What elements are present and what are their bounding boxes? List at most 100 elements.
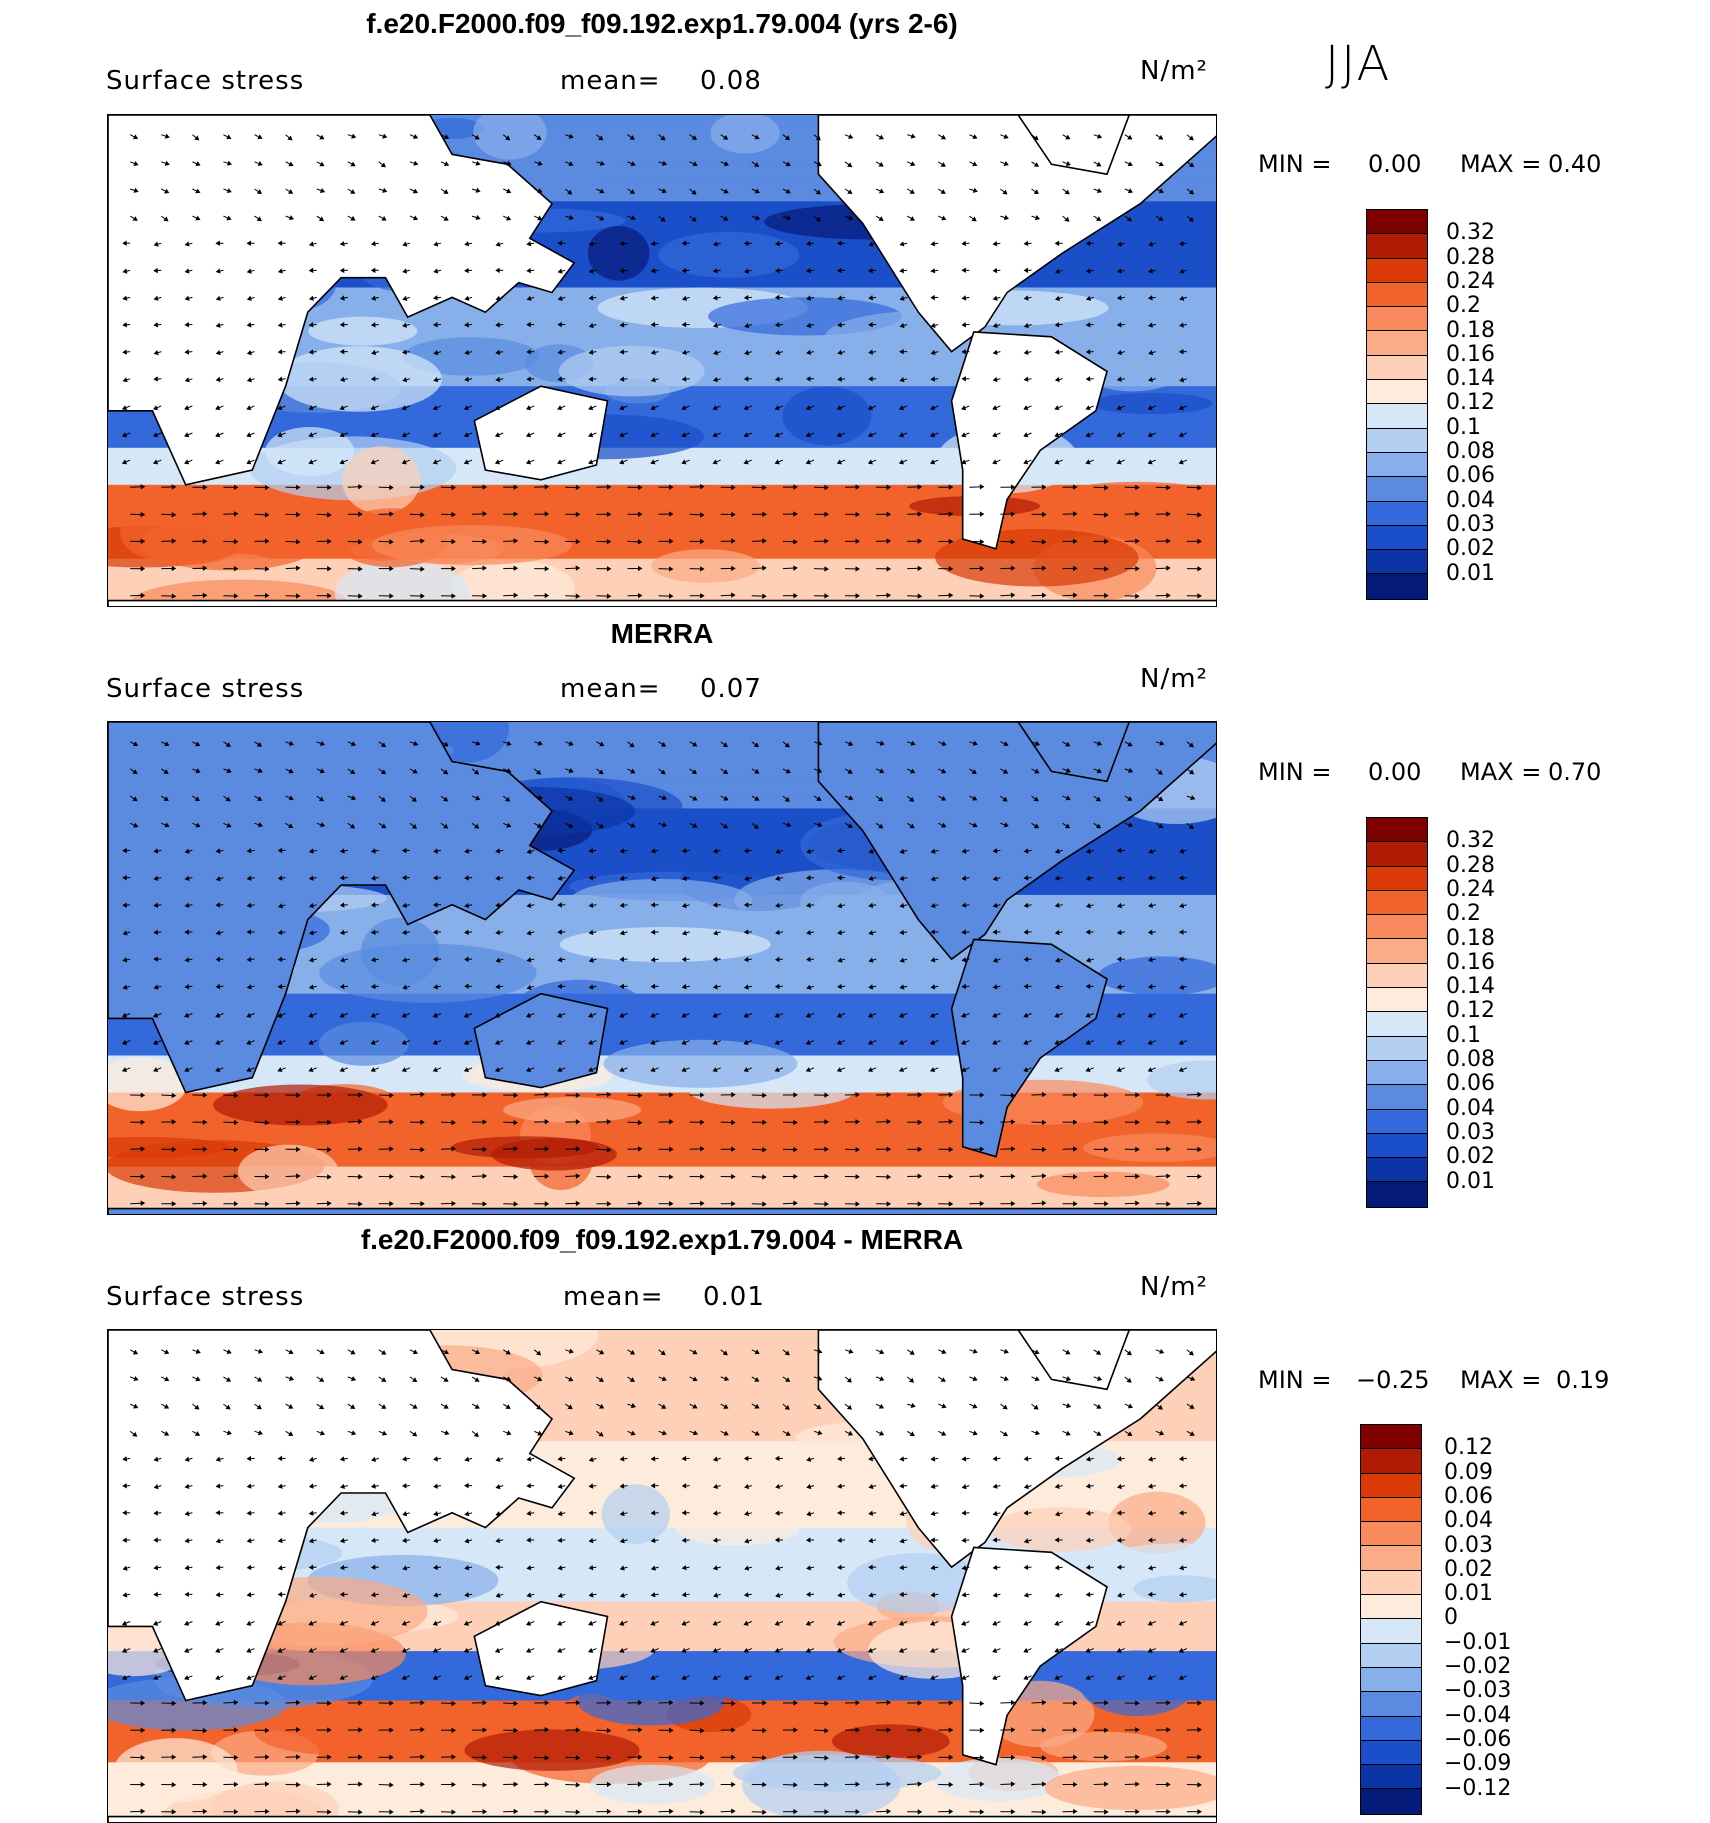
colorbar-tick-label: 0.12 [1446, 998, 1495, 1023]
field-patch [319, 1022, 409, 1066]
colorbar-tick-label: −0.04 [1444, 1703, 1511, 1728]
colorbar-swatch [1361, 1546, 1421, 1570]
colorbar-tick-label: 0.06 [1444, 1484, 1493, 1509]
colorbar-tick-label: 0.02 [1446, 1144, 1495, 1169]
colorbar-tick-label: 0.2 [1446, 293, 1481, 318]
colorbar-tick-label: 0.1 [1446, 1023, 1481, 1048]
colorbar-tick-label: 0.03 [1446, 512, 1495, 537]
field-patch [602, 1484, 670, 1544]
colorbar-tick-label: 0.04 [1446, 488, 1495, 513]
panel-1-title: f.e20.F2000.f09_f09.192.exp1.79.004 (yrs… [108, 8, 1216, 40]
field-patch [934, 1758, 1062, 1801]
colorbar-tick-label: 0.18 [1446, 926, 1495, 951]
colorbar-swatch [1361, 1644, 1421, 1668]
colorbar-swatch [1367, 1037, 1427, 1061]
panel-3-field-label: Surface stress [106, 1282, 304, 1312]
field-patch [604, 1040, 798, 1088]
panel-1-map [107, 114, 1217, 607]
colorbar-swatch [1367, 356, 1427, 380]
colorbar-swatch [1361, 1692, 1421, 1716]
colorbar-swatch [1367, 380, 1427, 404]
colorbar-tick-label: 0.06 [1446, 1071, 1495, 1096]
colorbar-tick-label: 0.01 [1446, 1169, 1495, 1194]
field-patch [651, 549, 759, 583]
colorbar-swatch [1367, 1061, 1427, 1085]
colorbar-swatch [1367, 842, 1427, 866]
colorbar-swatch [1367, 283, 1427, 307]
panel-1-mean-label: mean= [560, 66, 661, 96]
field-patch [515, 153, 616, 183]
field-patch [361, 918, 439, 986]
colorbar-tick-label: 0.03 [1444, 1533, 1493, 1558]
colorbar-swatches [1366, 817, 1428, 1208]
field-patch [491, 1138, 617, 1170]
field-patch [372, 525, 572, 565]
colorbar-swatch [1361, 1595, 1421, 1619]
field-patch [578, 1678, 725, 1725]
panel-2-mean-value: 0.07 [700, 674, 762, 704]
colorbar-tick-label: 0.16 [1446, 950, 1495, 975]
colorbar-swatch [1361, 1668, 1421, 1692]
panel-2-units: N/m² [1140, 664, 1208, 694]
colorbar-tick-label: 0.14 [1446, 974, 1495, 999]
field-patch [265, 427, 354, 476]
field-patch [308, 317, 417, 346]
field-patch [342, 446, 420, 514]
panel-1-min-value: 0.00 [1368, 150, 1421, 178]
colorbar-swatch [1361, 1741, 1421, 1765]
colorbar-tick-label: 0.09 [1444, 1460, 1493, 1485]
colorbar-tick-label: 0.03 [1446, 1120, 1495, 1145]
colorbar-swatch [1367, 574, 1427, 598]
colorbar-tick-label: 0.1 [1446, 415, 1481, 440]
antarctica-landmass [108, 1209, 1217, 1215]
colorbar-tick-label: 0.12 [1446, 390, 1495, 415]
colorbar-tick-label: 0.01 [1446, 561, 1495, 586]
colorbar-tick-label: −0.02 [1444, 1654, 1511, 1679]
colorbar-tick-label: −0.03 [1444, 1678, 1511, 1703]
panel-1-field-label: Surface stress [106, 66, 304, 96]
colorbar-tick-label: 0.32 [1446, 828, 1495, 853]
colorbar-tick-label: 0.28 [1446, 245, 1495, 270]
colorbar-swatch [1367, 1134, 1427, 1158]
field-patch [1090, 393, 1212, 414]
colorbar-swatch [1361, 1717, 1421, 1741]
field-patch [570, 879, 753, 922]
colorbar-swatch [1367, 477, 1427, 501]
colorbar-tick-label: −0.09 [1444, 1751, 1511, 1776]
ocean-band [108, 497, 1217, 510]
colorbar-swatch [1367, 818, 1427, 842]
colorbar-swatch [1367, 915, 1427, 939]
field-patch [1037, 1172, 1170, 1198]
colorbar-swatch [1367, 550, 1427, 574]
colorbar-tick-label: 0.08 [1446, 1047, 1495, 1072]
field-patch [238, 1145, 338, 1198]
colorbar-swatch [1367, 939, 1427, 963]
field-patch [832, 1724, 950, 1758]
field-patch [503, 1097, 641, 1123]
colorbar-swatch [1367, 234, 1427, 258]
colorbar-tick-label: 0.2 [1446, 901, 1481, 926]
panel-2-stress-field [108, 722, 1217, 1215]
colorbar-swatch [1361, 1571, 1421, 1595]
colorbar-tick-label: 0.16 [1446, 342, 1495, 367]
colorbar-tick-label: 0.18 [1446, 318, 1495, 343]
panel-1-max-value: 0.40 [1548, 150, 1601, 178]
colorbar-swatch [1361, 1765, 1421, 1789]
colorbar-swatch [1367, 429, 1427, 453]
panel-2-min-label: MIN = [1258, 758, 1331, 786]
field-patch [464, 1730, 639, 1771]
colorbar-swatch [1361, 1425, 1421, 1449]
field-patch [1079, 1650, 1197, 1716]
colorbar-swatch [1367, 331, 1427, 355]
panel-2-max-value: 0.70 [1548, 758, 1601, 786]
panel-3-mean-label: mean= [563, 1282, 664, 1312]
colorbar-swatch [1367, 502, 1427, 526]
panel-1-min-label: MIN = [1258, 150, 1331, 178]
colorbar-swatch [1367, 210, 1427, 234]
panel-3-stress-difference-field [108, 1330, 1217, 1823]
colorbar-swatch [1367, 891, 1427, 915]
colorbar-tick-label: 0.04 [1444, 1508, 1493, 1533]
colorbar-swatch [1367, 964, 1427, 988]
